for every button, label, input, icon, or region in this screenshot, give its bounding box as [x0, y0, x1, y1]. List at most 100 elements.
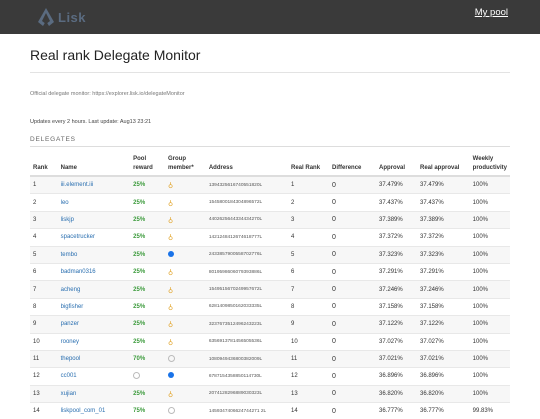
real-approval-cell: 37.122%: [416, 315, 470, 334]
header-difference[interactable]: Difference: [329, 146, 377, 177]
name-cell: xujian: [57, 384, 131, 403]
real-approval-cell: 36.777%: [416, 402, 470, 419]
empty-circle-icon: [167, 406, 175, 414]
table-row: 7 acheng 25% ⚲ 1549515670249957672L 7 0 37.246%…: [30, 280, 510, 299]
group-member-cell: [164, 367, 206, 386]
header-weekly-productivity[interactable]: Weekly productivity: [469, 146, 510, 177]
delegate-name-link[interactable]: leo: [60, 199, 69, 206]
address-cell: 8019598606079393886L: [205, 262, 289, 281]
header-real-rank[interactable]: Real Rank: [288, 146, 330, 177]
table-row: 9 panzer 25% ⚲ 3237673512496243223L 9 0 37.122%…: [30, 315, 510, 334]
my-pool-link[interactable]: My pool: [474, 7, 508, 18]
group-member-cell: ⚲: [164, 262, 206, 281]
real-rank-cell: 10: [288, 332, 330, 351]
difference-cell: 0: [329, 297, 377, 316]
group-member-cell: ⚲: [164, 384, 206, 403]
name-cell: spacetrucker: [57, 228, 131, 247]
header-real-approval[interactable]: Real approval: [416, 146, 470, 177]
pool-reward-cell: 25%: [130, 297, 165, 316]
real-rank-cell: 13: [288, 384, 330, 403]
name-cell: thepool: [57, 349, 131, 368]
empty-circle-icon: [133, 371, 141, 379]
header-approval[interactable]: Approval: [376, 146, 417, 177]
real-rank-cell: 3: [288, 210, 330, 229]
name-cell: rooney: [57, 332, 131, 351]
address-cell: 6787154358850114730L: [205, 367, 289, 386]
real-approval-cell: 37.479%: [416, 175, 470, 194]
pool-reward-cell: 25%: [130, 245, 165, 264]
real-rank-cell: 4: [288, 228, 330, 247]
rank-cell: 13: [30, 384, 58, 403]
group-member-cell: [164, 245, 206, 264]
productivity-cell: 100%: [469, 315, 510, 334]
name-cell: leo: [57, 193, 131, 212]
rank-cell: 2: [30, 193, 58, 212]
delegate-name-link[interactable]: liskjp: [60, 216, 74, 223]
update-info-text: Updates every 2 hours. Last update: Aug1…: [30, 119, 152, 125]
approval-cell: 37.479%: [376, 175, 417, 194]
difference-cell: 0: [329, 245, 377, 264]
header-name[interactable]: Name: [57, 146, 131, 177]
name-cell: iii.element.iii: [57, 175, 131, 194]
header-address[interactable]: Address: [205, 146, 289, 177]
key-icon: ⚲: [167, 302, 174, 310]
table-row: 1 iii.element.iii 25% ⚲ 1394325616740551820L…: [30, 175, 510, 194]
lisk-logo[interactable]: Lisk: [37, 7, 86, 27]
delegate-name-link[interactable]: cc001: [60, 373, 77, 380]
header-rank[interactable]: Rank: [30, 146, 58, 177]
difference-cell: 0: [329, 367, 377, 386]
approval-cell: 37.291%: [376, 262, 417, 281]
page-title: Real rank Delegate Monitor: [30, 47, 510, 73]
pool-reward-cell: 25%: [130, 262, 165, 281]
real-rank-cell: 7: [288, 280, 330, 299]
approval-cell: 37.027%: [376, 332, 417, 351]
delegate-name-link[interactable]: spacetrucker: [60, 234, 95, 241]
address-cell: 1545800184304896572L: [205, 193, 289, 212]
delegate-name-link[interactable]: badman0316: [60, 269, 96, 276]
name-cell: panzer: [57, 315, 131, 334]
approval-cell: 37.437%: [376, 193, 417, 212]
header-group-member[interactable]: Group member*: [164, 146, 206, 177]
delegate-name-link[interactable]: rooney: [60, 338, 79, 345]
group-member-cell: [164, 402, 206, 419]
real-rank-cell: 6: [288, 262, 330, 281]
group-member-cell: ⚲: [164, 332, 206, 351]
key-icon: ⚲: [167, 320, 174, 328]
delegate-name-link[interactable]: tembo: [60, 251, 78, 258]
key-icon: ⚲: [167, 215, 174, 223]
real-rank-cell: 2: [288, 193, 330, 212]
name-cell: cc001: [57, 367, 131, 386]
key-icon: ⚲: [167, 285, 174, 293]
group-member-cell: ⚲: [164, 297, 206, 316]
delegate-name-link[interactable]: liskpool_com_01: [60, 408, 106, 415]
table-row: 12 cc001 6787154358850114730L 12 0 36.896% 36.…: [30, 367, 510, 386]
rank-cell: 9: [30, 315, 58, 334]
address-cell: 6356913781456505536L: [205, 332, 289, 351]
delegate-name-link[interactable]: panzer: [60, 321, 79, 328]
delegate-name-link[interactable]: bigfisher: [60, 303, 84, 310]
empty-circle-icon: [167, 354, 175, 362]
blue-dot-icon: [167, 372, 174, 379]
productivity-cell: 100%: [469, 175, 510, 194]
real-approval-cell: 37.291%: [416, 262, 470, 281]
key-icon: ⚲: [167, 233, 174, 241]
lisk-logo-icon: [38, 8, 54, 26]
key-icon: ⚲: [167, 198, 174, 206]
address-cell: 1459347406624744271 2L: [205, 402, 289, 419]
table-row: 4 spacetrucker 25% ⚲ 1421248412674618777L 4 0 3…: [30, 228, 510, 247]
header-pool-reward[interactable]: Pool reward: [130, 146, 165, 177]
table-row: 3 liskjp 25% ⚲ 4402625644334434270L 3 0 37.389%…: [30, 210, 510, 229]
delegate-name-link[interactable]: iii.element.iii: [60, 182, 94, 189]
delegate-name-link[interactable]: thepool: [60, 356, 81, 363]
table-body: 1 iii.element.iii 25% ⚲ 1394325616740551820L…: [30, 175, 510, 419]
table-row: 5 tembo 25% 2433857900558702776L 5 0 37.323% 37…: [30, 245, 510, 264]
table-row: 13 xujian 25% ⚲ 2074128296889030323L 13 0 36.82…: [30, 384, 510, 403]
approval-cell: 36.820%: [376, 384, 417, 403]
approval-cell: 37.372%: [376, 228, 417, 247]
delegate-name-link[interactable]: acheng: [60, 286, 81, 293]
main-content: Real rank Delegate Monitor Official dele…: [0, 47, 540, 419]
group-member-cell: [164, 349, 206, 368]
name-cell: acheng: [57, 280, 131, 299]
delegate-name-link[interactable]: xujian: [60, 390, 77, 397]
rank-cell: 11: [30, 349, 58, 368]
